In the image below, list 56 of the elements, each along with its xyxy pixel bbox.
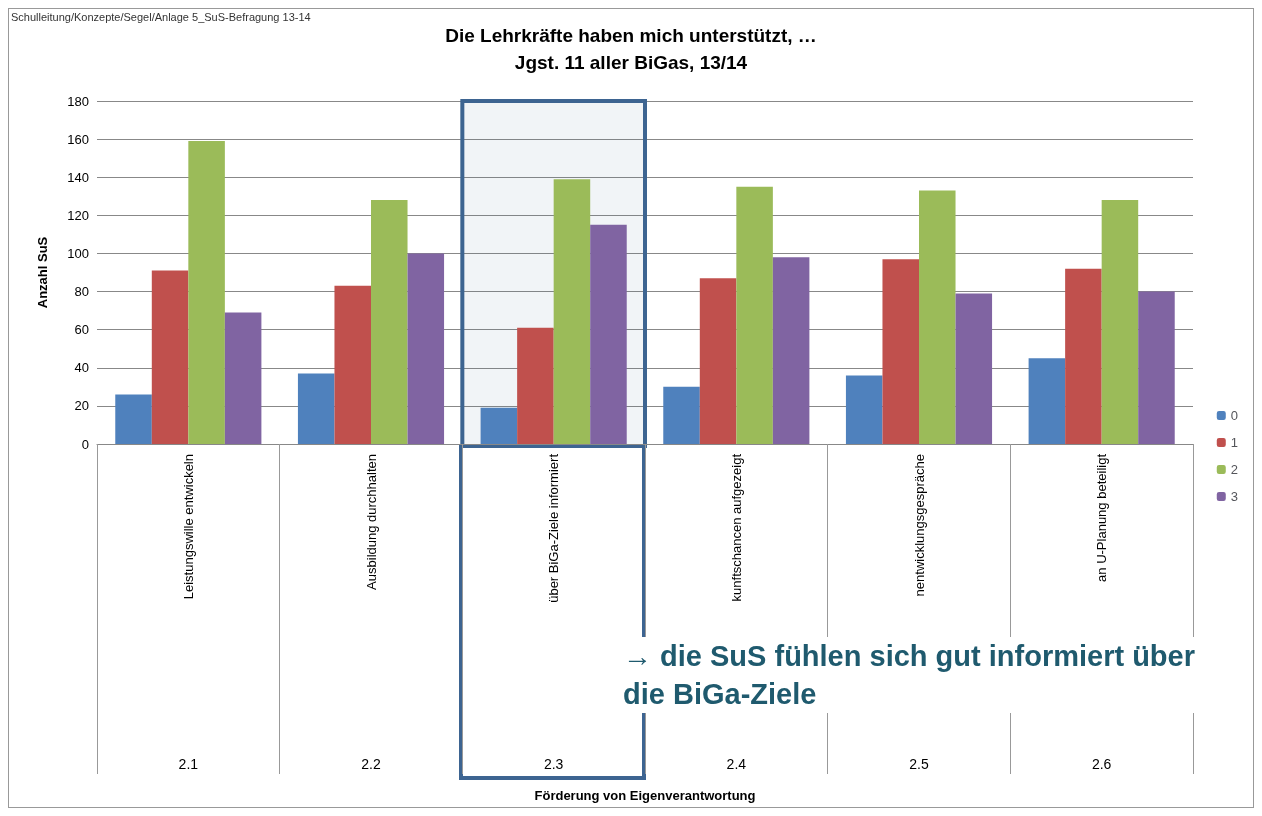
bar <box>407 253 445 444</box>
y-tick-label: 40 <box>74 360 89 376</box>
bar <box>188 141 225 444</box>
y-tick-label: 80 <box>74 284 89 300</box>
bar <box>590 224 627 444</box>
bar <box>334 285 371 444</box>
bar <box>517 327 554 444</box>
bar <box>1101 200 1139 444</box>
bar <box>553 179 591 444</box>
text: 2.3 <box>543 756 564 772</box>
bar <box>115 394 152 444</box>
y-tick-label: 140 <box>67 169 89 185</box>
text: 2.5 <box>909 756 929 772</box>
chart-subtitle: Jgst. 11 aller BiGas, 13/14 <box>514 52 748 73</box>
bar <box>1028 358 1066 444</box>
bar <box>919 190 956 444</box>
y-tick-label: 60 <box>74 322 89 338</box>
x-tick-label: über BiGa-Ziele informiert <box>546 453 562 603</box>
bar <box>1138 291 1175 444</box>
bar <box>1065 268 1102 444</box>
y-tick-label: 180 <box>67 93 89 109</box>
bar <box>955 293 993 444</box>
bar <box>845 375 883 444</box>
y-tick-label: 20 <box>74 398 89 414</box>
chart-title: Die Lehrkräfte haben mich unterstützt, … <box>445 25 817 46</box>
text: Schulleitung/Konzepte/Segel/Anlage 5_SuS-Befragung 13-14 <box>11 10 311 23</box>
bar <box>663 386 700 444</box>
bar <box>772 257 810 444</box>
bar <box>371 200 408 444</box>
legend-label: 3 <box>1230 489 1238 504</box>
bar <box>480 407 518 444</box>
x-tick-label: an U-Planung beteiligt <box>1094 453 1110 582</box>
x-tick-label: Leistungswille entwickeln <box>180 454 196 600</box>
bar <box>882 259 919 444</box>
y-axis-title: Anzahl SuS <box>35 236 50 309</box>
bar <box>736 186 773 444</box>
text: → die SuS fühlen sich gut informiert über die BiGa-Ziele <box>623 640 1195 710</box>
legend-label: 2 <box>1230 462 1238 477</box>
bar <box>224 312 262 444</box>
x-tick-label: Ausbildung durchhalten <box>363 454 379 590</box>
y-tick-label: 120 <box>67 207 89 223</box>
y-tick-label: 0 <box>81 436 89 452</box>
x-tick-label: kunftschancen aufgezeigt <box>728 453 744 602</box>
text: 2.4 <box>726 756 747 772</box>
legend-label: 0 <box>1230 408 1238 423</box>
text: 2.6 <box>1091 756 1112 772</box>
y-tick-label: 160 <box>67 131 89 147</box>
x-tick-label: nentwicklungsgespräche <box>911 454 927 597</box>
legend-label: 1 <box>1230 435 1238 450</box>
y-tick-label: 100 <box>67 245 89 261</box>
bar <box>699 278 737 444</box>
bar <box>151 270 189 444</box>
bar <box>297 373 335 444</box>
text: 2.2 <box>361 756 381 772</box>
text: 2.1 <box>178 756 199 772</box>
text: Förderung von Eigenverantwortung <box>534 788 756 803</box>
